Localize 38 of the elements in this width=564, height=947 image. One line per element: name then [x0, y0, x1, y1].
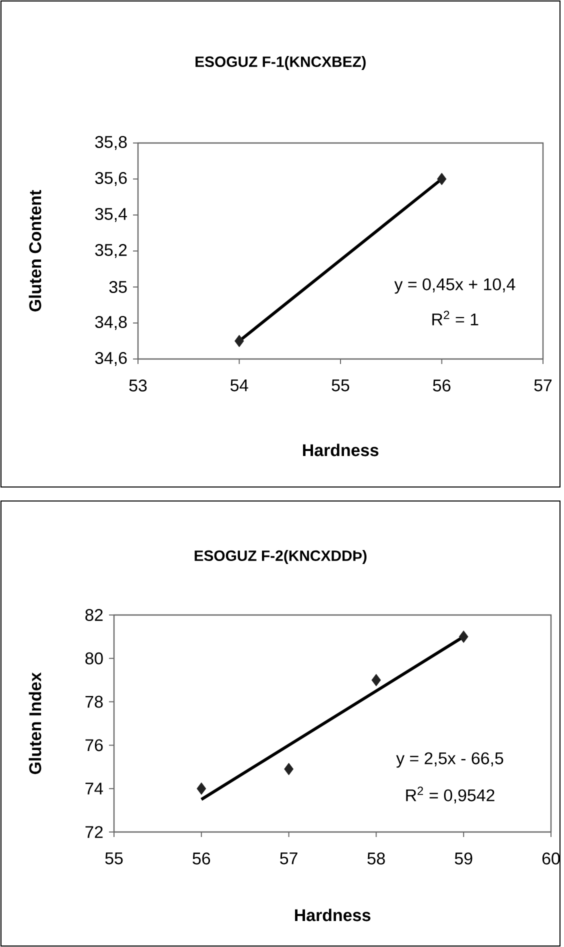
annotation: y = 2,5x - 66,5 [396, 752, 504, 768]
annotation: R$^{2}$ = 0,9542 [406, 786, 494, 804]
y-tick-label: 35,4 [95, 208, 128, 222]
point [284, 762, 294, 776]
point [196, 782, 206, 795]
annotation: y = 0,45x + 10,4 [394, 278, 516, 294]
x-tick-label: 59 [454, 852, 472, 865]
x-tick-label: 58 [368, 852, 386, 865]
x-axis-title: Hardness [303, 444, 379, 456]
x-tick-label: 55 [105, 852, 123, 864]
x-tick-label: 56 [192, 852, 210, 865]
y-tick-label: 74 [86, 782, 104, 794]
y-tick-label: 34,8 [95, 316, 127, 330]
y-tick-label: 76 [86, 739, 103, 752]
y-tick-label: 35,6 [95, 172, 127, 186]
annotation: R$^{2}$ = 1 [432, 310, 478, 326]
x-tick-label: 53 [129, 380, 147, 392]
x-tick-label: 55 [332, 380, 350, 392]
point [459, 630, 468, 643]
x-tick-label: 57 [280, 852, 298, 864]
point [372, 674, 382, 686]
y-tick-label: 80 [86, 652, 103, 664]
y-tick-label: 35,2 [95, 244, 127, 258]
x-tick-label: 57 [534, 380, 552, 392]
y-tick-label: 78 [86, 696, 103, 708]
x-tick-label: 56 [433, 380, 451, 392]
y-axis-title: Gluten Index [28, 672, 42, 774]
chart-title: ESOGUZ F-1(KNCXBEZ) [196, 56, 366, 70]
chart-title: ESOGUZ F-2(KNCXDDÞ) [194, 550, 367, 564]
y-tick-label: 34,6 [95, 352, 127, 366]
y-tick-label: 82 [86, 608, 103, 621]
y-tick-label: 35 [109, 280, 127, 293]
x-tick-label: 54 [230, 380, 248, 392]
y-tick-label: 72 [86, 826, 103, 838]
x-tick-label: 60 [542, 852, 560, 865]
x-axis-title: Hardness [295, 908, 371, 922]
y-tick-label: 35,8 [95, 136, 127, 150]
y-axis-title: Gluten Content [28, 190, 42, 312]
